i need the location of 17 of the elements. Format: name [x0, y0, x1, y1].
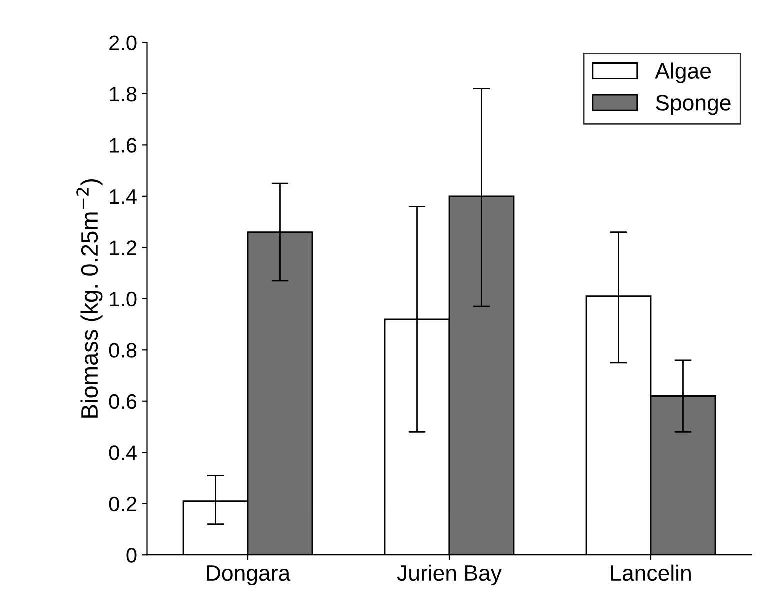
- y-tick-label: 0.4: [109, 446, 137, 460]
- y-tick-label: 0.8: [109, 343, 137, 358]
- x-tick-label: Dongara: [207, 566, 291, 586]
- legend-label: Algae: [655, 62, 711, 84]
- y-tick-label: 0: [126, 548, 137, 563]
- legend-label: Sponge: [656, 95, 731, 116]
- y-tick-label: 1.4: [110, 190, 137, 204]
- x-tick-label: Lancelin: [611, 564, 691, 582]
- y-tick-label: 0.6: [109, 394, 137, 410]
- y-tick-label: 2.0: [110, 36, 137, 50]
- x-tick-label: Jurien Bay: [397, 564, 502, 586]
- y-axis-title: Biomass (kg. 0.25m$^{−2}$): [76, 180, 103, 418]
- y-tick-label: 0.2: [109, 496, 136, 512]
- y-tick-label: 1.0: [110, 292, 137, 307]
- y-tick-label: 1.2: [110, 240, 136, 256]
- y-tick-label: 1.8: [110, 86, 137, 102]
- y-tick-label: 1.6: [110, 138, 137, 153]
